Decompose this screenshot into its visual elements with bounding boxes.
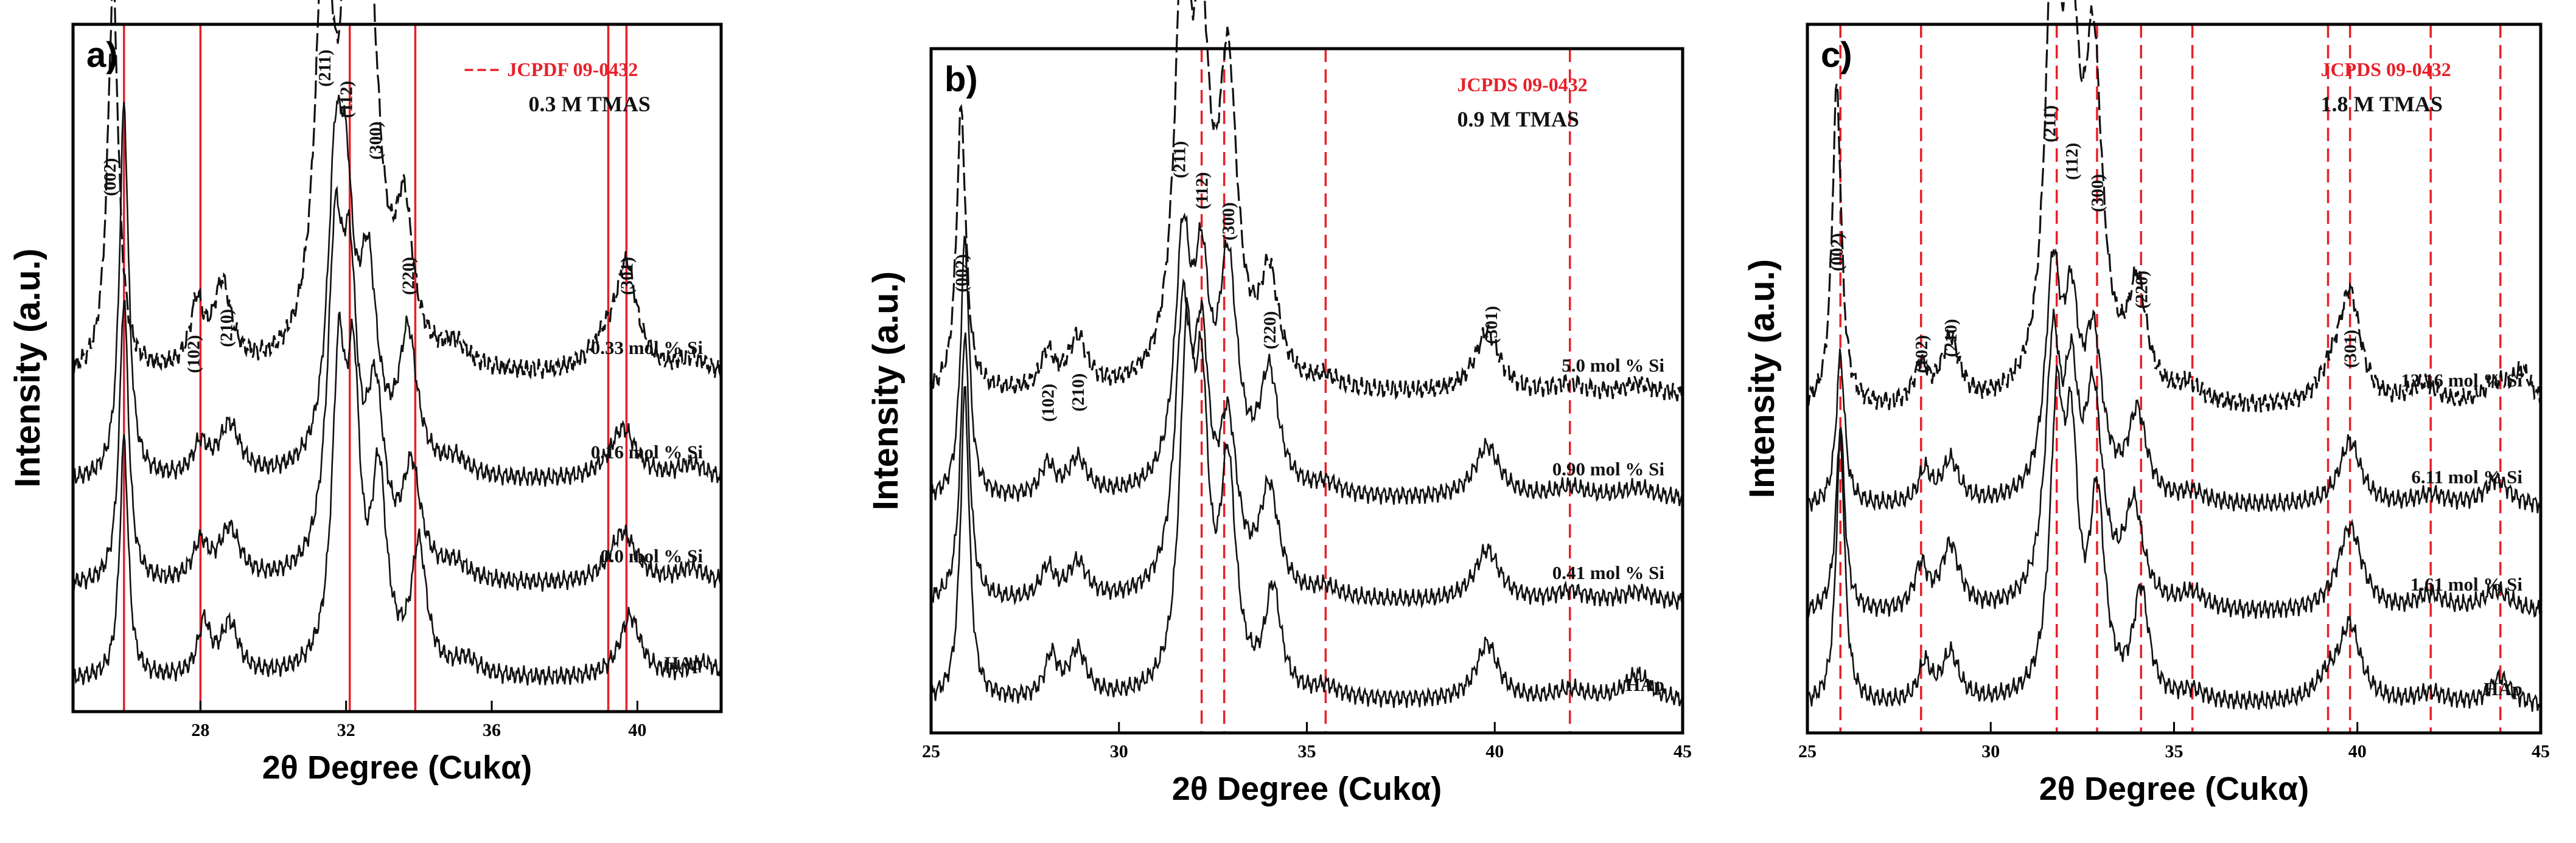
peak-label: (220) bbox=[1260, 311, 1280, 349]
x-tick-label: 30 bbox=[1110, 741, 1128, 761]
series-trace bbox=[72, 185, 722, 592]
panel-letter: a) bbox=[86, 35, 118, 75]
peak-label: (112) bbox=[1193, 172, 1212, 209]
peak-label: (102) bbox=[184, 335, 203, 373]
x-tick-label: 40 bbox=[628, 720, 646, 740]
peak-label: (300) bbox=[1219, 203, 1238, 241]
panel-b: 5.0 mol % Si 0.90 mol % Si 0.41 mol % Si HA… bbox=[866, 0, 1692, 807]
series-trace bbox=[1806, 248, 2542, 513]
peak-label: (220) bbox=[2132, 271, 2151, 309]
x-tick-label: 45 bbox=[1674, 741, 1692, 761]
sample-label: HAp bbox=[2484, 678, 2522, 699]
x-tick-label: 35 bbox=[2165, 741, 2183, 761]
panel-letter: b) bbox=[944, 60, 978, 99]
x-tick-label: 25 bbox=[922, 741, 940, 761]
axes-frame bbox=[71, 23, 723, 713]
x-tick-label: 25 bbox=[1798, 741, 1817, 761]
series-trace bbox=[72, 94, 722, 487]
reference-legend-label: JCPDF 09-0432 bbox=[508, 58, 638, 80]
sample-label: 0.33 mol % Si bbox=[591, 337, 703, 358]
sample-label: 0.90 mol % Si bbox=[1552, 458, 1665, 479]
series-trace bbox=[1806, 0, 2541, 413]
series-trace bbox=[930, 297, 1684, 709]
series-trace bbox=[72, 311, 722, 686]
panel-a: 0.33 mol % Si 0.16 mol % Si 0.0 mol % Si HA… bbox=[8, 0, 723, 786]
panel-c: 12.16 mol % Si 6.11 mol % Si 1.61 mol % Si… bbox=[1742, 0, 2550, 807]
peak-label: (002) bbox=[952, 254, 971, 293]
peak-label: (210) bbox=[1941, 319, 1961, 357]
sample-label: 0.0 mol % Si bbox=[600, 546, 703, 567]
peak-label: (300) bbox=[366, 122, 386, 160]
sample-label: 5.0 mol % Si bbox=[1562, 355, 1664, 376]
sample-label: 12.16 mol % Si bbox=[2401, 369, 2522, 390]
peak-label: (301) bbox=[2341, 330, 2361, 368]
reference-legend-label: JCPDS 09-0432 bbox=[2321, 58, 2451, 80]
series-trace bbox=[930, 278, 1684, 610]
x-axis-title: 2θ Degree (Cukα) bbox=[1172, 771, 1442, 807]
peak-label: (301) bbox=[1482, 306, 1501, 344]
peak-label: (112) bbox=[337, 81, 357, 118]
peak-label: (210) bbox=[217, 309, 236, 347]
x-tick-label: 40 bbox=[2348, 741, 2367, 761]
series-trace bbox=[72, 0, 722, 380]
peak-label: (210) bbox=[1069, 373, 1088, 412]
series-trace bbox=[1806, 308, 2541, 619]
x-tick-label: 32 bbox=[337, 720, 355, 740]
series-trace bbox=[930, 212, 1684, 507]
sample-label: 6.11 mol % Si bbox=[2411, 466, 2522, 487]
peak-label: (211) bbox=[315, 50, 335, 87]
peak-label: (301) bbox=[617, 257, 637, 295]
panel-letter: c) bbox=[1821, 35, 1852, 75]
tmas-label: 1.8 M TMAS bbox=[2321, 92, 2443, 116]
y-axis-title: Intensity (a.u.) bbox=[1742, 259, 1782, 498]
peak-label: (002) bbox=[100, 158, 120, 196]
peak-label: (112) bbox=[2062, 143, 2082, 180]
reference-legend-label: JCPDS 09-0432 bbox=[1457, 74, 1588, 95]
x-axis-title: 2θ Degree (Cukα) bbox=[262, 749, 532, 786]
peak-label: (102) bbox=[1912, 335, 1932, 373]
series-trace bbox=[930, 0, 1684, 402]
x-tick-label: 36 bbox=[483, 720, 501, 740]
sample-label: 1.61 mol % Si bbox=[2410, 574, 2523, 595]
peak-label: (002) bbox=[1827, 233, 1847, 271]
x-tick-label: 30 bbox=[1981, 741, 2000, 761]
peak-label: (220) bbox=[399, 257, 418, 295]
peak-label: (211) bbox=[1170, 141, 1190, 178]
peak-label: (211) bbox=[2040, 105, 2060, 142]
sample-label: HAp bbox=[1625, 674, 1664, 695]
sample-label: 0.16 mol % Si bbox=[591, 441, 703, 462]
x-tick-label: 28 bbox=[191, 720, 209, 740]
series-trace bbox=[1806, 365, 2542, 712]
tmas-label: 0.3 M TMAS bbox=[529, 92, 651, 116]
sample-label: 0.41 mol % Si bbox=[1552, 562, 1665, 583]
sample-label: HAp bbox=[664, 653, 703, 674]
y-axis-title: Intensity (a.u.) bbox=[8, 248, 47, 487]
peak-label: (300) bbox=[2088, 174, 2107, 212]
x-tick-label: 45 bbox=[2532, 741, 2550, 761]
x-axis-title: 2θ Degree (Cukα) bbox=[2039, 771, 2309, 807]
tmas-label: 0.9 M TMAS bbox=[1457, 107, 1579, 131]
x-tick-label: 40 bbox=[1485, 741, 1504, 761]
x-tick-label: 35 bbox=[1298, 741, 1316, 761]
peak-label: (102) bbox=[1038, 384, 1058, 422]
y-axis-title: Intensity (a.u.) bbox=[866, 271, 906, 510]
